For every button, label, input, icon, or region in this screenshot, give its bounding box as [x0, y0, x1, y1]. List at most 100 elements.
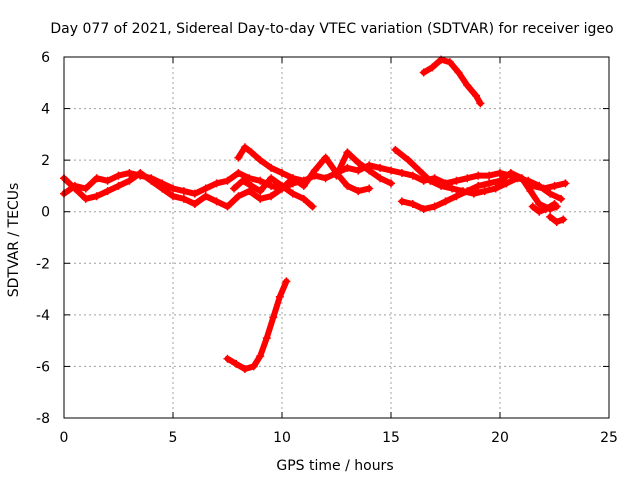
plot-area-border: [63, 56, 610, 419]
data-point: [92, 174, 101, 183]
data-point: [282, 277, 291, 286]
data-point: [535, 199, 544, 208]
y-tick-label: 4: [41, 102, 50, 118]
series-line-arc-f: [392, 146, 564, 202]
y-tick-label: 2: [41, 153, 50, 169]
data-point: [114, 181, 123, 190]
data-point: [517, 174, 526, 183]
data-point: [557, 194, 566, 203]
data-point: [247, 181, 256, 190]
data-point: [387, 166, 395, 175]
data-point: [249, 362, 258, 371]
data-point: [114, 171, 123, 180]
series-line-arc-e: [333, 149, 394, 187]
tick-labels: 0 5 10 15 20 25 -8 -6 -4 -2 0 2 4 6: [36, 50, 618, 446]
data-point: [452, 192, 461, 201]
x-tick-label: 25: [600, 430, 618, 446]
data-point: [136, 169, 145, 178]
data-point: [397, 169, 406, 178]
data-point: [223, 176, 232, 185]
data-point: [321, 174, 330, 183]
data-point: [288, 174, 297, 183]
data-point: [230, 184, 239, 193]
data-point: [81, 184, 90, 193]
data-point: [474, 181, 483, 190]
data-point: [256, 352, 265, 361]
data-point: [81, 194, 90, 203]
data-point: [506, 169, 515, 178]
data-point: [476, 99, 485, 108]
data-point: [541, 205, 550, 214]
data-point: [354, 166, 363, 175]
data-point: [103, 176, 112, 185]
data-point: [437, 181, 446, 190]
data-point: [441, 197, 450, 206]
data-point: [528, 202, 537, 211]
data-point: [256, 176, 265, 185]
x-tick-label: 10: [273, 430, 291, 446]
series-line-arc-j: [420, 56, 484, 107]
data-point: [448, 184, 457, 193]
data-point: [92, 192, 101, 201]
data-point: [452, 176, 461, 185]
data-point: [419, 205, 428, 214]
data-point: [223, 202, 232, 211]
data-point: [376, 174, 385, 183]
data-point: [275, 292, 284, 301]
data-point: [201, 192, 210, 201]
data-point: [267, 192, 276, 201]
data-point: [485, 179, 494, 188]
series-line-arc-g: [398, 170, 560, 213]
data-point: [502, 179, 511, 188]
axis-ticks: [63, 56, 610, 419]
data-point: [169, 184, 177, 193]
data-point: [278, 181, 286, 190]
y-tick-label: -8: [36, 411, 50, 427]
data-point: [472, 91, 481, 100]
data-point: [278, 169, 286, 178]
y-tick-label: 6: [41, 50, 50, 66]
data-point: [321, 153, 330, 162]
data-point: [240, 365, 249, 374]
data-point: [480, 187, 489, 196]
data-point: [234, 153, 243, 162]
data-point: [354, 187, 363, 196]
data-point: [343, 181, 352, 190]
y-axis-label: SDTVAR / TECUs: [6, 183, 22, 298]
data-point: [354, 158, 363, 167]
data-point: [365, 184, 374, 193]
data-point: [267, 174, 276, 183]
data-point: [419, 68, 428, 77]
data-point: [158, 184, 167, 193]
data-point: [310, 166, 319, 175]
data-point: [454, 68, 463, 77]
series-line-arc-h: [529, 201, 558, 215]
data-point: [391, 145, 400, 154]
data-point: [223, 354, 232, 363]
data-point: [234, 192, 243, 201]
data-point: [190, 189, 199, 198]
data-point: [430, 202, 439, 211]
data-point: [408, 171, 417, 180]
data-point: [70, 184, 79, 193]
data-point: [550, 199, 559, 208]
y-tick-label: -2: [36, 256, 50, 272]
data-point: [365, 166, 374, 175]
data-point: [190, 199, 199, 208]
data-point: [485, 171, 494, 180]
data-point: [559, 215, 568, 224]
data-point: [535, 207, 544, 216]
data-point: [212, 179, 221, 188]
data-point: [245, 187, 254, 196]
data-point: [256, 156, 265, 165]
x-tick-label: 15: [382, 430, 400, 446]
data-point: [376, 163, 385, 172]
data-point: [463, 81, 472, 90]
x-axis-label: GPS time / hours: [276, 458, 393, 474]
data-point: [308, 202, 317, 211]
data-point: [288, 189, 297, 198]
data-point: [535, 181, 544, 190]
y-tick-label: -4: [36, 308, 50, 324]
data-point: [247, 148, 256, 157]
